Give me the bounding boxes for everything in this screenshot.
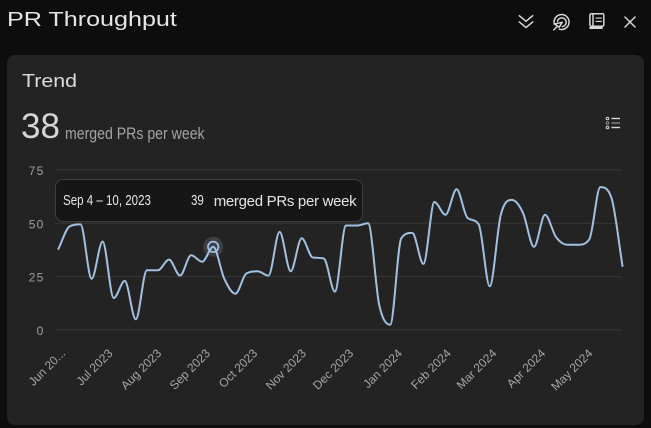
svg-text:Apr 2024: Apr 2024 <box>504 346 549 391</box>
svg-text:Jun 20...: Jun 20... <box>26 346 68 388</box>
svg-text:Nov 2023: Nov 2023 <box>263 346 309 392</box>
svg-text:Mar 2024: Mar 2024 <box>454 346 500 392</box>
svg-text:0: 0 <box>37 324 45 338</box>
svg-text:Dec 2023: Dec 2023 <box>310 346 356 392</box>
svg-text:Feb 2024: Feb 2024 <box>408 346 454 392</box>
svg-text:Jan 2024: Jan 2024 <box>360 346 405 391</box>
svg-text:Sep 2023: Sep 2023 <box>167 346 213 392</box>
svg-text:May 2024: May 2024 <box>548 346 595 393</box>
svg-text:Oct 2023: Oct 2023 <box>216 346 261 391</box>
svg-text:25: 25 <box>29 271 45 285</box>
svg-text:50: 50 <box>29 217 45 231</box>
svg-text:Jul 2023: Jul 2023 <box>73 346 115 388</box>
svg-text:Aug 2023: Aug 2023 <box>118 346 164 392</box>
svg-text:75: 75 <box>29 164 45 178</box>
